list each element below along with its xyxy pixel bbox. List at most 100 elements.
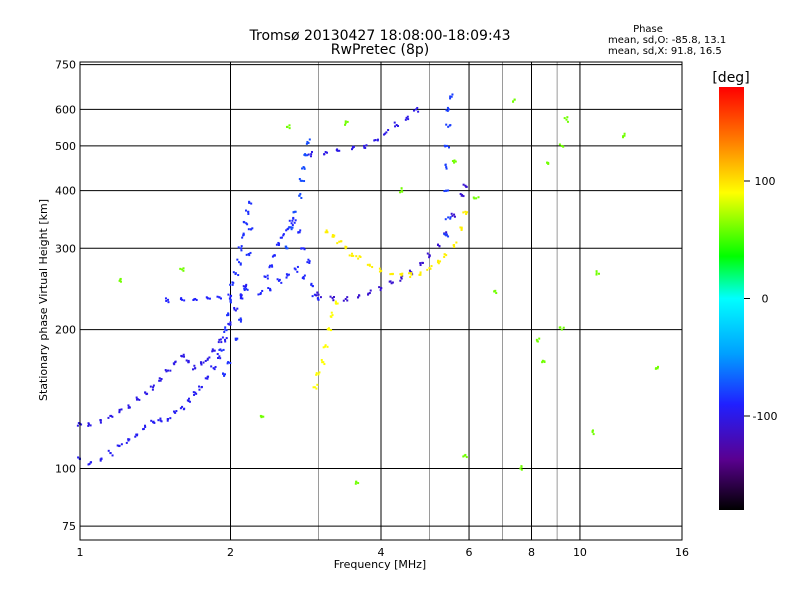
scatter-point	[159, 379, 162, 382]
scatter-point	[243, 287, 246, 290]
scatter-point	[187, 361, 190, 364]
scatter-point	[293, 210, 296, 213]
colorbar-label: [deg]	[712, 70, 749, 86]
scatter-point	[214, 365, 217, 368]
scatter-point	[455, 241, 458, 244]
scatter-point	[239, 262, 242, 265]
scatter-point	[290, 228, 293, 231]
scatter-point	[280, 281, 283, 284]
scatter-point	[220, 349, 223, 352]
scatter-point	[546, 161, 549, 164]
scatter-point	[598, 272, 601, 275]
scatter-point	[365, 144, 368, 147]
scatter-point	[368, 263, 371, 266]
scatter-point	[118, 445, 121, 448]
scatter-point	[367, 292, 370, 295]
scatter-point	[309, 155, 312, 158]
scatter-point	[565, 118, 568, 121]
scatter-point	[449, 216, 452, 219]
scatter-point	[183, 355, 186, 358]
scatter-point	[142, 427, 145, 430]
scatter-point	[166, 419, 169, 422]
scatter-point	[305, 142, 308, 145]
scatter-point	[218, 338, 221, 341]
scatter-point	[279, 236, 282, 239]
scatter-point	[118, 411, 121, 414]
scatter-point	[451, 93, 454, 96]
scatter-point	[175, 410, 178, 413]
scatter-point	[245, 253, 248, 256]
scatter-point	[419, 262, 422, 265]
scatter-point	[331, 297, 334, 300]
scatter-point	[357, 482, 360, 485]
scatter-point	[332, 296, 335, 299]
scatter-point	[80, 423, 83, 426]
scatter-point	[385, 131, 388, 134]
scatter-point	[238, 261, 241, 264]
scatter-point	[409, 275, 412, 278]
scatter-point	[167, 298, 170, 301]
scatter-point	[407, 272, 410, 275]
scatter-point	[210, 365, 213, 368]
scatter-point	[303, 274, 306, 277]
scatter-point	[400, 274, 403, 277]
scatter-point	[400, 276, 403, 279]
scatter-point	[387, 129, 390, 132]
y-tick-label: 75	[62, 520, 76, 533]
scatter-point	[260, 415, 263, 418]
y-tick-label: 600	[55, 103, 76, 116]
scatter-point	[234, 273, 237, 276]
scatter-point	[443, 253, 446, 256]
scatter-point	[217, 341, 220, 344]
scatter-point	[107, 449, 110, 452]
scatter-point	[562, 326, 565, 329]
scatter-point	[223, 330, 226, 333]
scatter-point	[346, 120, 349, 123]
scatter-point	[216, 295, 219, 298]
scatter-point	[227, 313, 230, 316]
scatter-point	[426, 252, 429, 255]
scatter-point	[261, 289, 264, 292]
scatter-point	[408, 269, 411, 272]
scatter-point	[200, 385, 203, 388]
scatter-point	[445, 123, 448, 126]
scatter-point	[446, 109, 449, 112]
scatter-point	[453, 246, 456, 249]
scatter-point	[304, 154, 307, 157]
scatter-point	[193, 393, 196, 396]
scatter-point	[234, 309, 237, 312]
scatter-point	[87, 422, 90, 425]
scatter-point	[285, 126, 288, 129]
scatter-point	[288, 226, 291, 229]
scatter-point	[324, 345, 327, 348]
scatter-point	[237, 274, 240, 277]
scatter-point	[327, 327, 330, 330]
scatter-point	[326, 328, 329, 331]
scatter-point	[350, 254, 353, 257]
scatter-point	[449, 97, 452, 100]
scatter-point	[313, 386, 316, 389]
scatter-point	[218, 355, 221, 358]
scatter-point	[158, 379, 161, 382]
scatter-point	[287, 227, 290, 230]
scatter-point	[317, 373, 320, 376]
y-tick-label: 200	[55, 324, 76, 337]
scatter-point	[445, 234, 448, 237]
scatter-point	[460, 228, 463, 231]
scatter-point	[291, 224, 294, 227]
scatter-point	[285, 276, 288, 279]
scatter-point	[447, 216, 450, 219]
scatter-point	[205, 296, 208, 299]
scatter-point	[302, 277, 305, 280]
scatter-point	[239, 317, 242, 320]
scatter-point	[462, 183, 465, 186]
scatter-point	[90, 461, 93, 464]
scatter-point	[226, 314, 229, 317]
scatter-point	[346, 296, 349, 299]
y-tick-label: 500	[55, 140, 76, 153]
scatter-point	[354, 482, 357, 485]
scatter-point	[165, 370, 168, 373]
scatter-point	[292, 211, 295, 214]
scatter-point	[366, 263, 369, 266]
